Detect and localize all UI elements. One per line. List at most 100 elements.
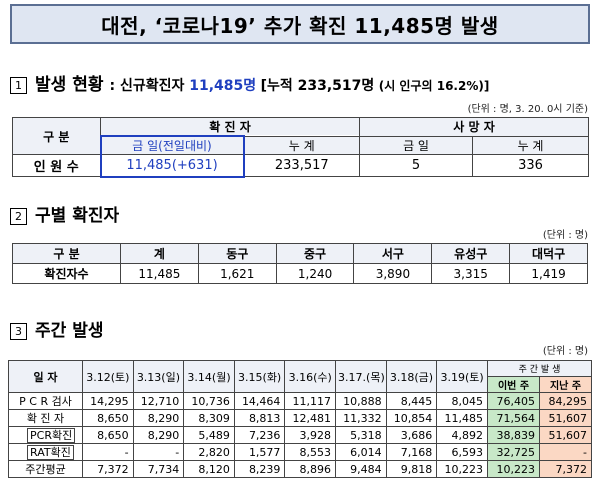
date-corner-header: 일 자 (8, 360, 83, 393)
weekly-cell: 4,892 (436, 426, 488, 444)
weekly-cell: 8,553 (284, 443, 337, 461)
page-title: 대전, ‘코로나19’ 추가 확진 11,485명 발생 (10, 4, 590, 44)
section1-heading: 1 발생 현황 : 신규확진자 11,485명 [누적 233,517명 (시 … (10, 70, 489, 95)
weekly-cell: 5,489 (183, 426, 235, 444)
weekly-row-label: P C R 검사 (8, 392, 83, 410)
section3-heading: 3 주간 발생 (10, 316, 103, 341)
last-week-cell: 7,372 (538, 460, 593, 478)
weekly-cell: 7,168 (385, 443, 438, 461)
last-week-header: 지난 주 (538, 376, 593, 393)
section3-title: 주간 발생 (35, 321, 104, 341)
weekly-cell: 10,736 (183, 392, 235, 410)
new-cases-value: 11,485명 (189, 78, 257, 94)
weekly-cell: 14,295 (82, 392, 134, 410)
weekly-cell: 12,481 (284, 409, 337, 427)
weekly-cell: 6,014 (335, 443, 387, 461)
deaths-total-value: 336 (472, 154, 590, 177)
last-week-cell: - (538, 443, 593, 461)
weekly-cell: 9,818 (385, 460, 438, 478)
weekly-row: 주간평균 7,372 7,734 8,120 8,239 8,896 9,484 9,818 1… (8, 460, 593, 478)
district-cell: 3,315 (431, 263, 511, 284)
weekly-row-label: PCR확진 (8, 426, 83, 444)
district-table: 구 분 계 동구 중구 서구 유성구 대덕구 확진자수 11,485 1,621… (12, 243, 588, 284)
weekly-row-label: 확 진 자 (8, 409, 83, 427)
weekly-cell: 10,223 (436, 460, 488, 478)
weekly-cell: - (132, 443, 185, 461)
section3-unit: (단위 : 명) (542, 346, 588, 357)
weekly-cell: 8,290 (132, 426, 185, 444)
section2-heading: 2 구별 확진자 (10, 201, 119, 226)
count-row-label: 인 원 수 (12, 154, 101, 177)
weekly-cell: 2,820 (183, 443, 235, 461)
deaths-total-header: 누 계 (472, 135, 590, 155)
weekly-row: P C R 검사 14,295 12,710 10,736 14,464 11,117 10… (8, 392, 593, 410)
this-week-cell: 32,725 (486, 443, 540, 461)
confirmed-header: 확 진 자 (99, 117, 361, 137)
section1-unit: (단위 : 명, 3. 20. 0시 기준) (467, 104, 588, 115)
status-table: 구 분 확 진 자 사 망 자 금 일(전일대비) 누 계 금 일 누 계 인 … (12, 117, 590, 178)
weekly-cell: 10,854 (385, 409, 438, 427)
weekly-cell: 12,710 (132, 392, 185, 410)
weekly-cell: 6,593 (436, 443, 488, 461)
date-header: 3.19(토) (436, 360, 488, 393)
date-header: 3.18(금) (385, 360, 438, 393)
section2-number: 2 (10, 208, 27, 225)
weekly-cell: 11,117 (284, 392, 337, 410)
this-week-header: 이번 주 (486, 376, 540, 393)
weekly-header: 주 간 발 생 (486, 360, 593, 377)
weekly-cell: 8,650 (82, 409, 134, 427)
weekly-cell: 8,309 (183, 409, 235, 427)
this-week-cell: 71,564 (486, 409, 540, 427)
weekly-cell: 11,485 (436, 409, 488, 427)
date-header: 3.15(화) (233, 360, 286, 393)
date-header: 3.16(수) (284, 360, 337, 393)
district-row-label: 확진자수 (12, 263, 121, 284)
weekly-cell: 14,464 (233, 392, 286, 410)
section3-number: 3 (10, 323, 27, 340)
weekly-cell: - (82, 443, 134, 461)
section1-prefix: : 신규확진자 (109, 78, 190, 94)
date-header: 3.12(토) (82, 360, 134, 393)
date-header: 3.17.(목) (335, 360, 387, 393)
weekly-cell: 10,888 (335, 392, 387, 410)
today-value: 11,485(+631) (99, 154, 245, 178)
total-value: 233,517 (242, 154, 361, 177)
last-week-cell: 51,607 (538, 409, 593, 427)
weekly-row: RAT확진 - -2,820 1,577 8,553 6,014 7,168 6,593 32,… (8, 443, 593, 461)
section1-title: 발생 현황 (35, 75, 104, 95)
district-header: 서구 (353, 243, 433, 264)
category-header: 구 분 (12, 117, 101, 155)
weekly-cell: 5,318 (335, 426, 387, 444)
population-ratio: (시 인구의 16.2%)] (378, 79, 490, 93)
weekly-cell: 7,236 (233, 426, 286, 444)
date-header: 3.13(일) (132, 360, 185, 393)
today-diff-header: 금 일(전일대비) (99, 135, 245, 155)
last-week-cell: 51,607 (538, 426, 593, 444)
section2-unit: (단위 : 명) (542, 230, 588, 241)
section1-number: 1 (10, 77, 27, 94)
deaths-today-header: 금 일 (359, 135, 474, 155)
weekly-cell: 8,290 (132, 409, 185, 427)
district-header: 중구 (275, 243, 355, 264)
weekly-sub-label: RAT확진 (27, 445, 74, 460)
district-cell: 1,419 (509, 263, 588, 284)
last-week-cell: 84,295 (538, 392, 593, 410)
total-header: 누 계 (242, 135, 361, 155)
weekly-row-label: 주간평균 (8, 460, 83, 478)
this-week-cell: 38,839 (486, 426, 540, 444)
weekly-cell: 7,372 (82, 460, 134, 478)
weekly-row: PCR확진 8,650 8,290 5,489 7,236 3,928 5,318 3,686… (8, 426, 593, 444)
weekly-cell: 8,896 (284, 460, 337, 478)
weekly-sub-label: PCR확진 (27, 428, 76, 443)
weekly-cell: 7,734 (132, 460, 185, 478)
section2-title: 구별 확진자 (35, 206, 120, 226)
district-header: 동구 (197, 243, 277, 264)
weekly-cell: 9,484 (335, 460, 387, 478)
district-header: 구 분 (12, 243, 121, 264)
weekly-table: 일 자 3.12(토) 3.13(일) 3.14(월) 3.15(화) 3.16… (8, 360, 593, 478)
weekly-cell: 1,577 (233, 443, 286, 461)
weekly-cell: 3,928 (284, 426, 337, 444)
weekly-cell: 8,813 (233, 409, 286, 427)
this-week-cell: 76,405 (486, 392, 540, 410)
weekly-cell: 8,045 (436, 392, 488, 410)
